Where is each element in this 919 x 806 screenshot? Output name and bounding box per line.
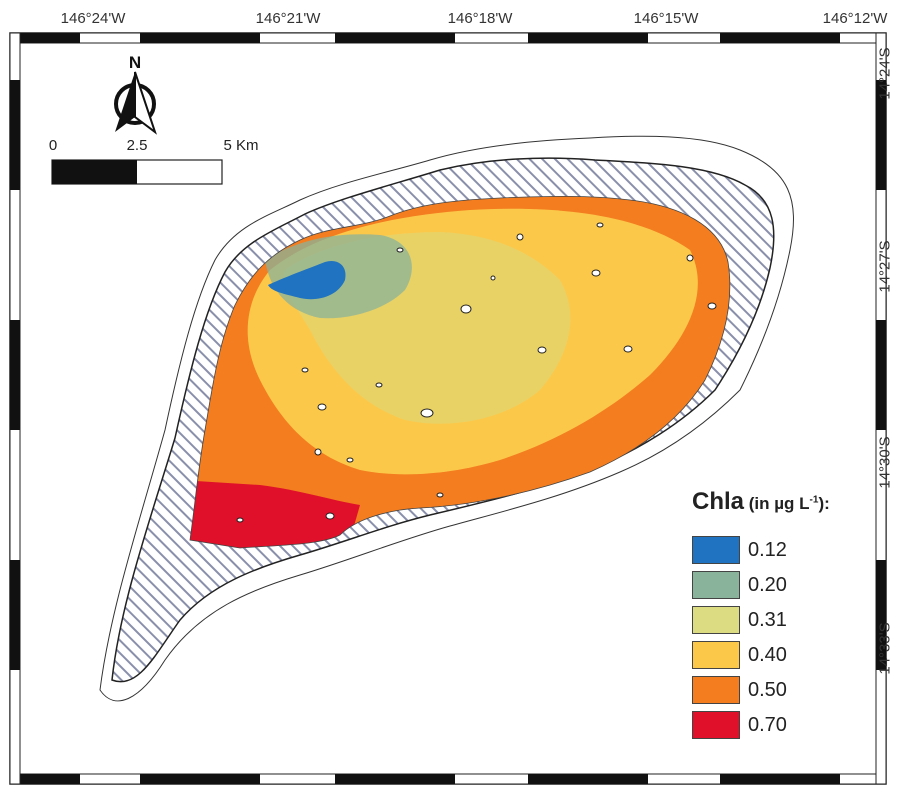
legend-item: 0.70: [692, 711, 787, 739]
legend-swatch: [692, 571, 740, 599]
legend-item: 0.12: [692, 536, 787, 564]
legend-swatch: [692, 536, 740, 564]
legend-title: Chla (in µg L-1):: [692, 488, 830, 516]
frame-border-bottom: [9, 773, 887, 785]
scale-bar: [51, 159, 223, 185]
scale-label: 0: [48, 137, 58, 154]
latitude-label: 14°27'S: [876, 240, 894, 293]
legend-swatch: [692, 676, 740, 704]
legend-label: 0.50: [748, 678, 787, 701]
legend-label: 0.70: [748, 713, 787, 736]
longitude-label: 146°21'W: [255, 10, 321, 27]
legend: Chla (in µg L-1): 0.12 0.20 0.31 0.40 0.50 0.…: [692, 488, 830, 739]
legend-swatch: [692, 606, 740, 634]
frame-border-left: [9, 32, 21, 785]
north-arrow: N: [100, 52, 170, 136]
scale-label: 5 Km: [223, 137, 259, 154]
longitude-label: 146°12'W: [822, 10, 888, 27]
legend-label: 0.20: [748, 573, 787, 596]
lagoon-outline: [189, 195, 731, 549]
frame-border-top: [9, 32, 887, 44]
pinnacles: [236, 222, 717, 523]
longitude-label: 146°15'W: [633, 10, 699, 27]
legend-label: 0.12: [748, 538, 787, 561]
legend-label: 0.31: [748, 608, 787, 631]
lagoon-chla-raster: [190, 196, 730, 548]
north-arrow-icon: N: [114, 53, 157, 135]
latitude-label: 14°30'S: [876, 436, 894, 489]
legend-swatch: [692, 641, 740, 669]
scale-label: 2.5: [126, 137, 148, 154]
legend-item: 0.20: [692, 571, 787, 599]
north-letter: N: [129, 53, 141, 72]
legend-title-unit: (in µg L-1):: [744, 494, 830, 513]
longitude-label: 146°24'W: [60, 10, 126, 27]
longitude-label: 146°18'W: [447, 10, 513, 27]
frame-border-right: [875, 32, 887, 785]
latitude-label: 14°24'S: [876, 47, 894, 100]
legend-swatch: [692, 711, 740, 739]
legend-title-main: Chla: [692, 488, 745, 515]
latitude-label: 14°33'S: [876, 622, 894, 675]
legend-item: 0.50: [692, 676, 787, 704]
legend-label: 0.40: [748, 643, 787, 666]
legend-item: 0.40: [692, 641, 787, 669]
legend-item: 0.31: [692, 606, 787, 634]
